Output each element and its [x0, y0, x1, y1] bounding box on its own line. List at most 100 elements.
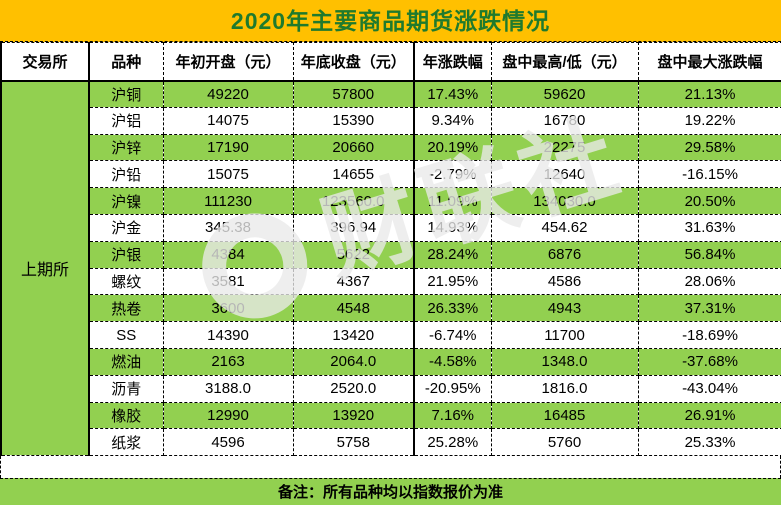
cell-max-change: 19.22%: [637, 106, 781, 135]
cell-year-change: 14.93%: [413, 213, 492, 242]
cell-year-change: -2.79%: [413, 160, 492, 189]
cell-intraday-high-low: 12640: [490, 160, 639, 189]
cell-variety: 热卷: [88, 294, 164, 323]
cell-max-change: 56.84%: [637, 240, 781, 269]
cell-intraday-high-low: 16485: [490, 401, 639, 430]
cell-max-change: -37.68%: [637, 347, 781, 376]
exchange-cell: 上期所: [0, 79, 90, 457]
futures-table: 交易所 品种 年初开盘（元） 年底收盘（元） 年涨跌幅 盘中最高/低（元） 盘中…: [0, 42, 781, 457]
cell-max-change: 26.91%: [637, 401, 781, 430]
cell-variety: 橡胶: [88, 401, 164, 430]
table-row: SS 14390 13420 -6.74% 11700 -18.69%: [1, 321, 781, 349]
cell-max-change: -18.69%: [637, 321, 781, 349]
cell-variety: 螺纹: [88, 267, 164, 296]
table-row: 沪银 4384 5622 28.24% 6876 56.84%: [1, 240, 781, 269]
cell-max-change: 21.13%: [637, 80, 781, 108]
cell-intraday-high-low: 16780: [490, 106, 639, 135]
cell-max-change: 31.63%: [637, 213, 781, 242]
cell-max-change: 25.33%: [637, 428, 781, 457]
cell-variety: 沪铜: [88, 80, 164, 108]
cell-year-change: -4.58%: [413, 347, 492, 376]
cell-max-change: 28.06%: [637, 267, 781, 296]
cell-open: 4384: [162, 240, 294, 269]
cell-year-change: 21.95%: [413, 267, 492, 296]
cell-year-change: 25.28%: [413, 428, 492, 457]
table-row: 沥青 3188.0 2520.0 -20.95% 1816.0 -43.04%: [1, 374, 781, 403]
header-max-change: 盘中最大涨跌幅: [637, 42, 781, 82]
table-row: 燃油 2163 2064.0 -4.58% 1348.0 -37.68%: [1, 347, 781, 376]
table-row: 橡胶 12990 13920 7.16% 16485 26.91%: [1, 401, 781, 430]
cell-close: 2064.0: [292, 347, 415, 376]
header-intraday-high-low: 盘中最高/低（元）: [490, 42, 639, 82]
table-row: 沪铝 14075 15390 9.34% 16780 19.22%: [1, 106, 781, 135]
cell-close: 5758: [292, 428, 415, 457]
table-body: 上期所 沪铜 49220 57800 17.43% 59620 21.13% 沪铝 14075 1…: [0, 79, 781, 457]
cell-open: 17190: [162, 133, 294, 162]
cell-close: 13420: [292, 321, 415, 349]
cell-close: 14655: [292, 160, 415, 189]
cell-variety: 沪铝: [88, 106, 164, 135]
footer-note: 备注：所有品种均以指数报价为准: [0, 478, 781, 505]
cell-year-change: 17.43%: [413, 80, 492, 108]
cell-open: 4596: [162, 428, 294, 457]
cell-open: 12990: [162, 401, 294, 430]
cell-max-change: 37.31%: [637, 294, 781, 323]
cell-variety: SS: [88, 321, 164, 349]
cell-close: 2520.0: [292, 374, 415, 403]
cell-intraday-high-low: 454.62: [490, 213, 639, 242]
cell-close: 5622: [292, 240, 415, 269]
cell-intraday-high-low: 4943: [490, 294, 639, 323]
cell-intraday-high-low: 1348.0: [490, 347, 639, 376]
cell-open: 15075: [162, 160, 294, 189]
cell-intraday-high-low: 4586: [490, 267, 639, 296]
cell-year-change: -6.74%: [413, 321, 492, 349]
cell-intraday-high-low: 22275: [490, 133, 639, 162]
table-row: 沪金 345.38 396.94 14.93% 454.62 31.63%: [1, 213, 781, 242]
header-close: 年底收盘（元）: [292, 42, 415, 82]
cell-close: 4367: [292, 267, 415, 296]
cell-close: 123560.0: [292, 187, 415, 215]
cell-year-change: -20.95%: [413, 374, 492, 403]
table-row: 螺纹 3581 4367 21.95% 4586 28.06%: [1, 267, 781, 296]
header-variety: 品种: [88, 42, 164, 82]
table-row: 沪铅 15075 14655 -2.79% 12640 -16.15%: [1, 160, 781, 189]
cell-max-change: 20.50%: [637, 187, 781, 215]
table-row: 沪镍 111230 123560.0 11.09% 134030.0 20.50%: [1, 187, 781, 215]
table-row: 纸浆 4596 5758 25.28% 5760 25.33%: [1, 428, 781, 457]
cell-year-change: 9.34%: [413, 106, 492, 135]
table-row: 上期所 沪铜 49220 57800 17.43% 59620 21.13%: [0, 79, 781, 457]
cell-year-change: 11.09%: [413, 187, 492, 215]
cell-variety: 沪铅: [88, 160, 164, 189]
cell-open: 3188.0: [162, 374, 294, 403]
cell-open: 3600: [162, 294, 294, 323]
cell-close: 57800: [292, 80, 415, 108]
spacer-row: [0, 456, 781, 479]
cell-variety: 纸浆: [88, 428, 164, 457]
cell-intraday-high-low: 6876: [490, 240, 639, 269]
cell-intraday-high-low: 5760: [490, 428, 639, 457]
cell-max-change: -43.04%: [637, 374, 781, 403]
cell-close: 15390: [292, 106, 415, 135]
cell-variety: 沪镍: [88, 187, 164, 215]
cell-close: 13920: [292, 401, 415, 430]
page-title: 2020年主要商品期货涨跌情况: [0, 0, 781, 42]
cell-year-change: 26.33%: [413, 294, 492, 323]
cell-intraday-high-low: 134030.0: [490, 187, 639, 215]
cell-open: 345.38: [162, 213, 294, 242]
cell-year-change: 7.16%: [413, 401, 492, 430]
cell-open: 49220: [162, 80, 294, 108]
cell-max-change: 29.58%: [637, 133, 781, 162]
cell-variety: 沪银: [88, 240, 164, 269]
cell-open: 14390: [162, 321, 294, 349]
cell-intraday-high-low: 59620: [490, 80, 639, 108]
cell-open: 2163: [162, 347, 294, 376]
cell-variety: 燃油: [88, 347, 164, 376]
cell-year-change: 28.24%: [413, 240, 492, 269]
table-row: 沪锌 17190 20660 20.19% 22275 29.58%: [1, 133, 781, 162]
header-year-change: 年涨跌幅: [413, 42, 492, 82]
cell-close: 4548: [292, 294, 415, 323]
cell-variety: 沪锌: [88, 133, 164, 162]
cell-close: 20660: [292, 133, 415, 162]
cell-intraday-high-low: 1816.0: [490, 374, 639, 403]
